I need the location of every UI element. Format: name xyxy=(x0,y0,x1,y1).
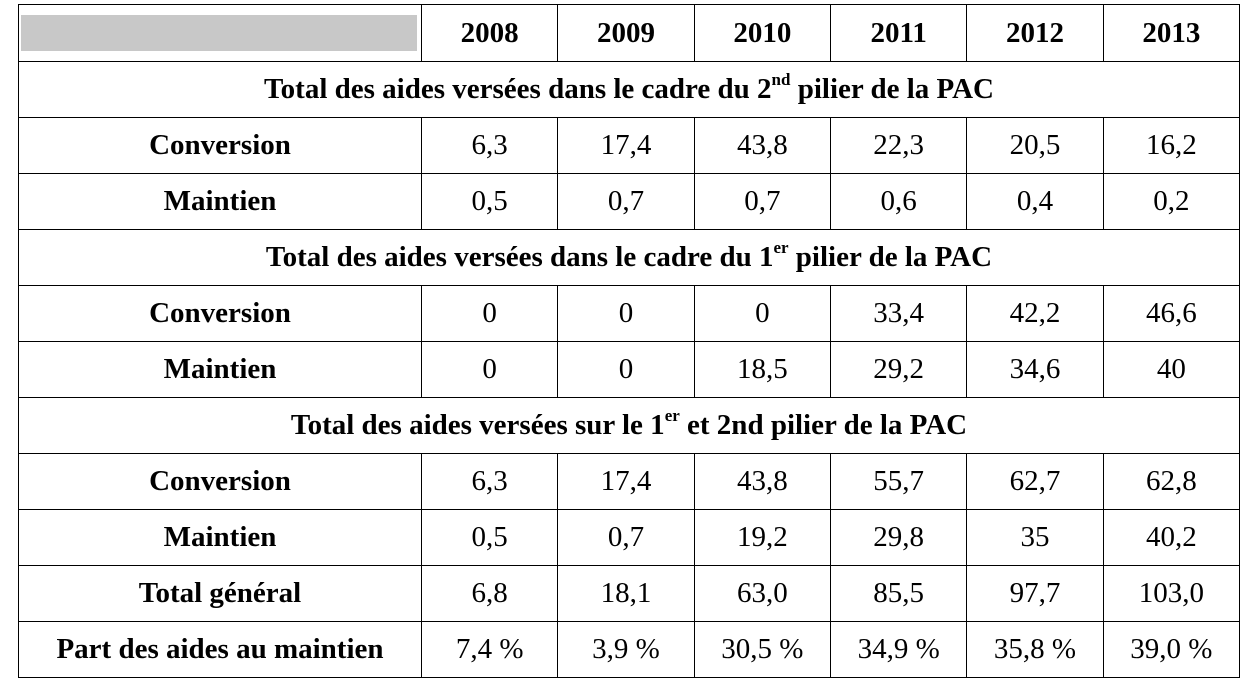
table-body: 2008 2009 2010 2011 2012 2013 Total des aides … xyxy=(18,4,1241,678)
cell: 43,8 xyxy=(693,117,831,174)
header-corner xyxy=(18,4,422,62)
cell: 17,4 xyxy=(557,117,695,174)
cell: 46,6 xyxy=(1102,285,1241,342)
section-row: Total des aides versées sur le 1er et 2n… xyxy=(18,397,1240,454)
data-row: Conversion 6,3 17,4 43,8 55,7 62,7 62,8 xyxy=(18,453,1241,510)
data-row: Maintien 0,5 0,7 19,2 29,8 35 40,2 xyxy=(18,509,1241,566)
cell: 0 xyxy=(557,341,695,398)
data-row: Part des aides au maintien 7,4 % 3,9 % 30,5… xyxy=(18,621,1241,678)
cell: 6,3 xyxy=(420,117,559,174)
cell: 30,5 % xyxy=(693,621,831,678)
cell: 63,0 xyxy=(693,565,831,622)
row-label: Part des aides au maintien xyxy=(18,621,422,678)
cell: 97,7 xyxy=(966,565,1104,622)
section-title: Total des aides versées sur le 1er et 2n… xyxy=(18,397,1240,454)
cell: 34,6 xyxy=(966,341,1104,398)
year-header: 2013 xyxy=(1102,4,1241,62)
cell: 6,3 xyxy=(420,453,559,510)
cell: 34,9 % xyxy=(829,621,968,678)
cell: 18,1 xyxy=(557,565,695,622)
cell: 0,7 xyxy=(693,173,831,230)
section-row: Total des aides versées dans le cadre du… xyxy=(18,229,1240,286)
cell: 0,5 xyxy=(420,509,559,566)
cell: 0,5 xyxy=(420,173,559,230)
year-header: 2011 xyxy=(829,4,968,62)
section-title: Total des aides versées dans le cadre du… xyxy=(18,61,1240,118)
cell: 29,2 xyxy=(829,341,968,398)
title-text: et 2nd pilier de la PAC xyxy=(679,409,968,441)
cell: 33,4 xyxy=(829,285,968,342)
title-text: pilier de la PAC xyxy=(790,73,994,105)
data-row: Conversion 0 0 0 33,4 42,2 46,6 xyxy=(18,285,1241,342)
cell: 62,8 xyxy=(1102,453,1241,510)
cell: 55,7 xyxy=(829,453,968,510)
cell: 35,8 % xyxy=(966,621,1104,678)
cell: 17,4 xyxy=(557,453,695,510)
title-text: Total des aides versées dans le cadre du… xyxy=(265,241,774,273)
row-label: Conversion xyxy=(18,453,422,510)
cell: 22,3 xyxy=(829,117,968,174)
year-header: 2010 xyxy=(693,4,831,62)
cell: 7,4 % xyxy=(420,621,559,678)
header-row: 2008 2009 2010 2011 2012 2013 xyxy=(18,4,1241,62)
data-row: Total général 6,8 18,1 63,0 85,5 97,7 103,0 xyxy=(18,565,1241,622)
year-header: 2008 xyxy=(420,4,559,62)
cell: 0 xyxy=(420,285,559,342)
cell: 0 xyxy=(420,341,559,398)
cell: 16,2 xyxy=(1102,117,1241,174)
title-text: Total des aides versées sur le 1 xyxy=(290,409,665,441)
section-title: Total des aides versées dans le cadre du… xyxy=(18,229,1240,286)
cell: 29,8 xyxy=(829,509,968,566)
cell: 39,0 % xyxy=(1102,621,1241,678)
cell: 40 xyxy=(1102,341,1241,398)
cell: 18,5 xyxy=(693,341,831,398)
year-header: 2012 xyxy=(966,4,1104,62)
row-label: Maintien xyxy=(18,509,422,566)
row-label: Maintien xyxy=(18,173,422,230)
data-row: Conversion 6,3 17,4 43,8 22,3 20,5 16,2 xyxy=(18,117,1241,174)
cell: 19,2 xyxy=(693,509,831,566)
cell: 42,2 xyxy=(966,285,1104,342)
title-text: Total des aides versées dans le cadre du… xyxy=(264,73,772,105)
superscript: nd xyxy=(771,70,791,89)
year-header: 2009 xyxy=(557,4,695,62)
cell: 3,9 % xyxy=(557,621,695,678)
cell: 20,5 xyxy=(966,117,1104,174)
cell: 0,2 xyxy=(1102,173,1241,230)
row-label: Total général xyxy=(18,565,422,622)
cell: 0 xyxy=(693,285,831,342)
title-text: pilier de la PAC xyxy=(788,241,993,273)
cell: 0,7 xyxy=(557,509,695,566)
cell: 0 xyxy=(557,285,695,342)
cell: 6,8 xyxy=(420,565,559,622)
cell: 62,7 xyxy=(966,453,1104,510)
data-table: 2008 2009 2010 2011 2012 2013 Total des aides … xyxy=(18,4,1241,678)
row-label: Conversion xyxy=(18,285,422,342)
section-row: Total des aides versées dans le cadre du… xyxy=(18,61,1240,118)
cell: 103,0 xyxy=(1102,565,1241,622)
superscript: er xyxy=(773,238,789,257)
superscript: er xyxy=(664,406,680,425)
row-label: Conversion xyxy=(18,117,422,174)
data-row: Maintien 0,5 0,7 0,7 0,6 0,4 0,2 xyxy=(18,173,1241,230)
data-row: Maintien 0 0 18,5 29,2 34,6 40 xyxy=(18,341,1241,398)
gray-box xyxy=(21,15,417,51)
cell: 0,6 xyxy=(829,173,968,230)
cell: 40,2 xyxy=(1102,509,1241,566)
cell: 85,5 xyxy=(829,565,968,622)
cell: 0,4 xyxy=(966,173,1104,230)
cell: 0,7 xyxy=(557,173,695,230)
cell: 43,8 xyxy=(693,453,831,510)
row-label: Maintien xyxy=(18,341,422,398)
cell: 35 xyxy=(966,509,1104,566)
